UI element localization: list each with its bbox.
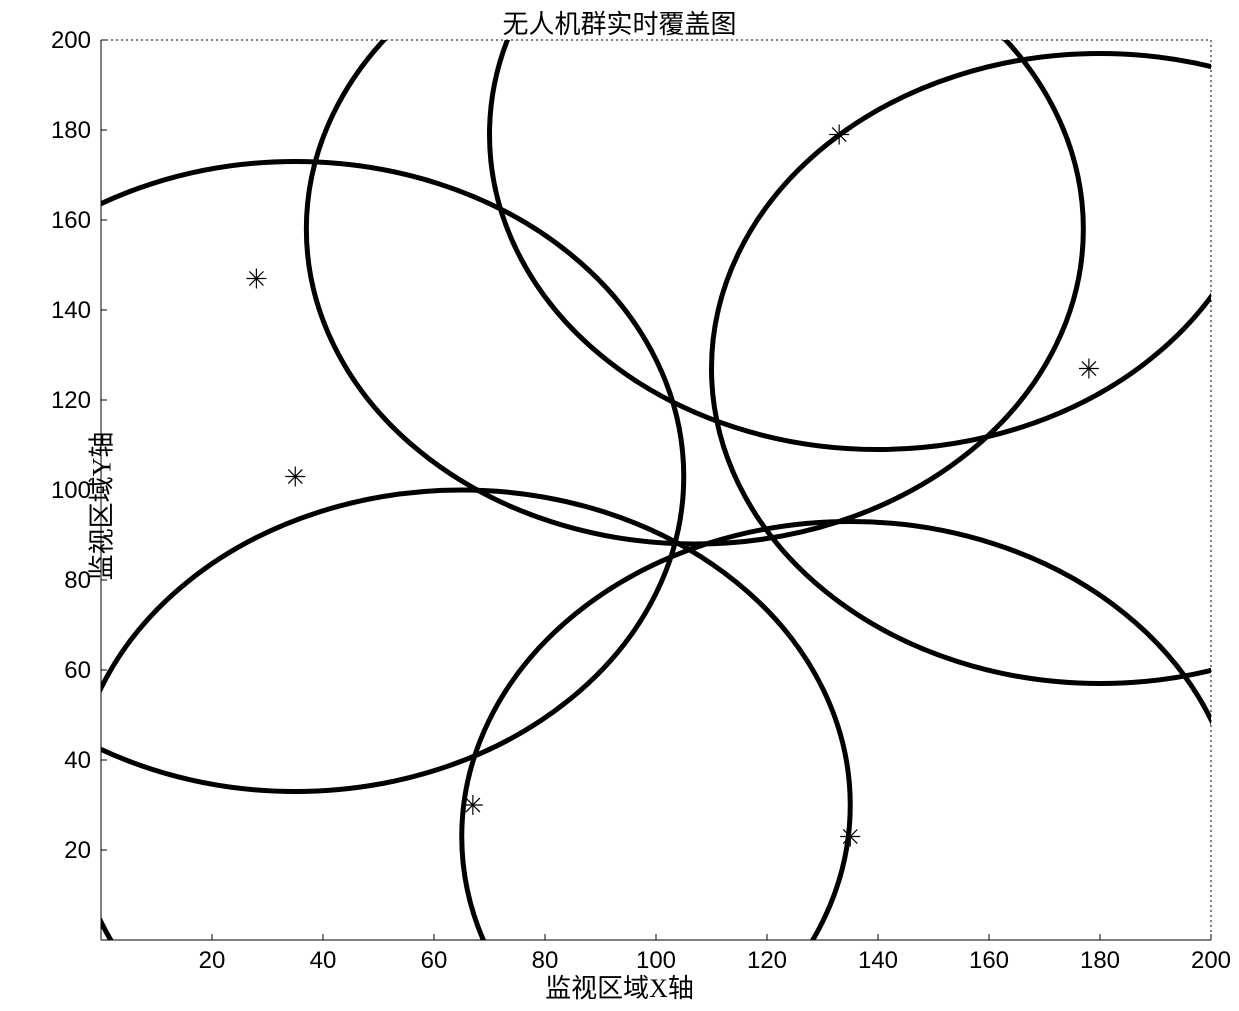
drone-marker [285, 467, 305, 487]
drone-marker [1079, 359, 1099, 379]
x-axis-label: 监视区域X轴 [0, 968, 1239, 1005]
y-tick-label: 160 [51, 207, 91, 234]
drone-marker [246, 269, 266, 289]
y-tick-label: 180 [51, 117, 91, 144]
y-tick-label: 60 [64, 657, 91, 684]
drone-marker [463, 795, 483, 815]
y-tick-label: 20 [64, 837, 91, 864]
figure: 无人机群实时覆盖图 204060801001201401601802002040… [0, 0, 1239, 1011]
plot-area [101, 40, 1211, 940]
plot-svg: 2040608010012014016018020020406080100120… [0, 0, 1239, 1011]
y-tick-label: 140 [51, 297, 91, 324]
drone-marker [829, 125, 849, 145]
y-tick-label: 40 [64, 747, 91, 774]
y-axis-label: 监视区域Y轴 [82, 406, 119, 606]
y-tick-label: 200 [51, 27, 91, 54]
drone-marker [840, 827, 860, 847]
